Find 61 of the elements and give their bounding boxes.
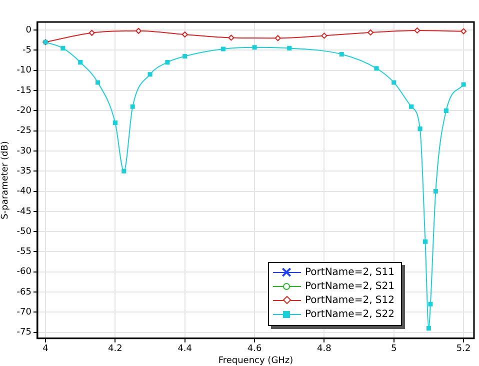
point	[422, 239, 428, 244]
y-tick-label: -30	[16, 146, 32, 156]
point	[112, 120, 118, 126]
point	[426, 326, 431, 331]
point	[460, 28, 467, 34]
point	[433, 189, 438, 194]
x-tick-label: 4	[42, 344, 49, 354]
point	[409, 104, 414, 109]
y-tick-label: -50	[16, 226, 32, 237]
y-tick-label: -20	[16, 106, 32, 116]
point	[96, 80, 100, 85]
y-tick-label: -55	[16, 247, 32, 258]
point	[392, 80, 396, 85]
point	[414, 27, 420, 34]
x-tick-label: 5	[391, 344, 397, 354]
point	[321, 32, 328, 39]
y-tick-label: -40	[16, 186, 32, 197]
point	[130, 104, 135, 109]
point	[461, 82, 466, 87]
legend-label: PortName=2, S12	[305, 295, 394, 306]
x-tick-label: 4.4	[178, 344, 192, 354]
point	[368, 29, 374, 36]
x-axis-title: Frequency (GHz)	[218, 356, 294, 366]
y-tick-label: -60	[16, 267, 32, 278]
point	[444, 108, 448, 113]
y-tick-label: 0	[26, 25, 32, 36]
legend-label: PortName=2, S22	[305, 309, 394, 320]
x-tick-label: 4.6	[247, 344, 262, 354]
point	[60, 46, 66, 50]
point	[220, 46, 226, 52]
point	[78, 60, 83, 65]
point	[287, 46, 292, 50]
x-tick-label: 4.8	[317, 344, 332, 354]
y-tick-label: -65	[16, 287, 32, 298]
y-tick-label: -70	[16, 308, 32, 318]
point	[148, 72, 152, 77]
point	[228, 34, 234, 41]
point	[428, 302, 433, 306]
y-tick-label: -75	[16, 328, 32, 338]
point	[136, 28, 142, 34]
y-tick-label: -15	[16, 86, 32, 96]
point	[339, 52, 344, 57]
point	[122, 168, 126, 174]
x-tick-label: 4.2	[108, 344, 122, 354]
point	[88, 30, 95, 36]
legend-label: PortName=2, S11	[305, 267, 394, 278]
y-tick-label: -45	[16, 206, 32, 217]
y-axis-title: S-parameter (dB)	[0, 141, 11, 220]
y-tick-label: -35	[16, 166, 32, 176]
point	[165, 60, 170, 65]
point	[418, 126, 422, 132]
legend-label: PortName=2, S21	[305, 281, 394, 292]
y-tick-label: -25	[16, 126, 32, 136]
point	[182, 31, 188, 38]
point	[374, 66, 379, 71]
point	[182, 54, 188, 59]
point	[252, 45, 257, 50]
y-tick-label: -10	[16, 66, 32, 76]
point	[274, 35, 281, 42]
x-tick-label: 5.2	[456, 344, 471, 354]
y-tick-label: -5	[22, 46, 32, 56]
